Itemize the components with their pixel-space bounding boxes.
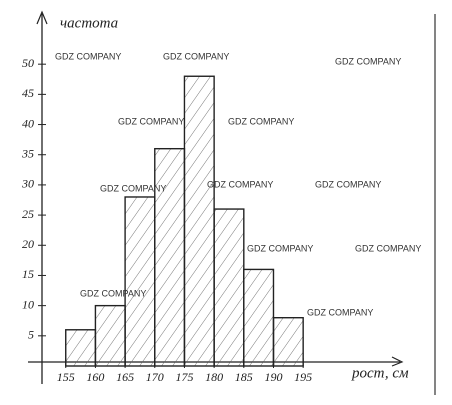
watermark: GDZ COMPANY xyxy=(207,179,273,189)
x-tick-label: 165 xyxy=(116,370,134,384)
bar xyxy=(124,196,156,367)
bar xyxy=(272,317,304,367)
y-axis-label: частота xyxy=(60,15,118,31)
x-tick-label: 185 xyxy=(235,370,253,384)
y-tick-label: 20 xyxy=(22,237,34,251)
watermark: GDZ COMPANY xyxy=(163,51,229,61)
watermark: GDZ COMPANY xyxy=(55,51,121,61)
y-tick-label: 15 xyxy=(22,267,34,281)
bar xyxy=(94,304,126,367)
watermark: GDZ COMPANY xyxy=(228,116,294,126)
y-tick-label: 30 xyxy=(21,177,34,191)
x-tick-label: 195 xyxy=(294,370,312,384)
bar xyxy=(213,208,245,367)
y-tick-label: 50 xyxy=(22,56,34,70)
watermark: GDZ COMPANY xyxy=(80,288,146,298)
y-tick-label: 5 xyxy=(28,328,34,342)
watermark: GDZ COMPANY xyxy=(118,116,184,126)
x-tick-label: 180 xyxy=(205,370,223,384)
x-tick-label: 170 xyxy=(146,370,164,384)
watermark: GDZ COMPANY xyxy=(355,243,421,253)
y-tick-label: 40 xyxy=(22,116,34,130)
bar xyxy=(154,147,186,367)
x-axis-label: рост, см xyxy=(351,365,409,381)
x-axis-arrow xyxy=(391,356,404,367)
watermark: GDZ COMPANY xyxy=(315,179,381,189)
watermark: GDZ COMPANY xyxy=(100,183,166,193)
bar xyxy=(65,329,97,367)
y-axis-arrow xyxy=(36,10,48,25)
x-tick-label: 190 xyxy=(264,370,282,384)
x-tick-label: 175 xyxy=(175,370,193,384)
y-tick-label: 45 xyxy=(22,86,34,100)
bar xyxy=(243,268,275,367)
y-tick-label: 10 xyxy=(22,297,34,311)
y-tick-label: 25 xyxy=(22,207,34,221)
x-tick-label: 155 xyxy=(57,370,75,384)
watermark: GDZ COMPANY xyxy=(247,243,313,253)
x-tick-label: 160 xyxy=(86,370,104,384)
bar xyxy=(183,75,215,367)
watermark: GDZ COMPANY xyxy=(307,307,373,317)
y-tick-label: 35 xyxy=(21,146,34,160)
watermark: GDZ COMPANY xyxy=(335,56,401,66)
